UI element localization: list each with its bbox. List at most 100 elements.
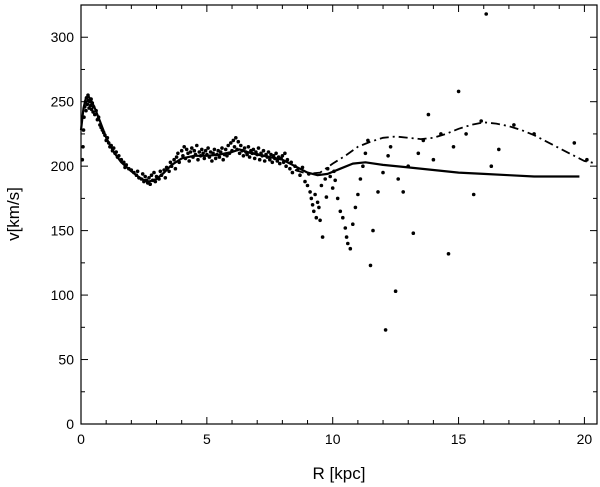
data-point <box>278 161 282 166</box>
data-point <box>85 102 90 107</box>
data-point <box>318 218 322 223</box>
data-point <box>512 123 516 127</box>
x-tick-label: 15 <box>451 431 467 447</box>
data-point <box>266 150 271 154</box>
data-point <box>280 154 285 158</box>
data-point <box>190 146 194 150</box>
data-point <box>210 159 214 163</box>
data-point <box>241 154 246 158</box>
x-axis-label: R [kpc] <box>313 464 366 483</box>
data-point <box>140 172 145 176</box>
plot-frame <box>80 4 598 425</box>
data-point <box>288 166 292 171</box>
data-point <box>163 176 168 180</box>
data-point <box>416 151 421 156</box>
data-point <box>143 174 147 179</box>
data-point <box>197 150 202 154</box>
data-point <box>310 203 315 207</box>
data-point <box>358 177 363 181</box>
data-point <box>383 328 388 332</box>
data-point <box>237 151 242 156</box>
data-point <box>212 147 217 152</box>
data-point <box>315 200 320 205</box>
data-point <box>203 148 208 153</box>
data-point <box>270 160 275 165</box>
data-point <box>497 147 501 152</box>
data-point <box>324 195 329 199</box>
y-tick-label: 150 <box>51 223 75 239</box>
data-point <box>196 157 200 162</box>
data-point <box>393 289 398 294</box>
data-point <box>451 145 456 149</box>
solid-model-curve <box>79 95 580 183</box>
data-point <box>182 145 186 149</box>
data-point <box>298 173 302 177</box>
data-point <box>231 138 236 143</box>
data-point <box>81 128 86 132</box>
data-point <box>426 112 431 117</box>
data-point <box>268 157 272 162</box>
data-point <box>188 150 193 154</box>
data-point <box>246 145 251 149</box>
data-point <box>376 190 380 194</box>
data-point <box>341 215 345 220</box>
data-point <box>411 231 416 235</box>
data-point <box>213 156 218 161</box>
y-tick-label: 250 <box>51 94 75 110</box>
data-point <box>226 143 230 148</box>
data-point <box>348 246 353 251</box>
data-point <box>343 226 348 230</box>
x-tick-label: 10 <box>325 431 341 447</box>
data-point <box>93 112 97 117</box>
data-point <box>456 89 461 94</box>
data-point <box>184 147 189 152</box>
data-point <box>325 166 330 171</box>
data-point <box>206 146 210 150</box>
data-point <box>320 235 325 239</box>
data-point <box>303 179 307 184</box>
data-point <box>431 157 436 162</box>
data-point <box>284 164 288 168</box>
data-point <box>220 146 224 150</box>
x-tick-label: 0 <box>77 431 85 447</box>
data-point <box>172 157 176 162</box>
data-point <box>381 170 385 175</box>
data-point <box>202 156 207 161</box>
data-point <box>396 177 401 181</box>
data-point <box>464 132 468 136</box>
data-point <box>309 196 314 201</box>
data-point <box>368 263 373 268</box>
data-point <box>201 151 205 156</box>
data-point <box>148 182 152 186</box>
data-point <box>344 235 349 239</box>
data-point <box>317 205 321 210</box>
data-point <box>290 170 295 175</box>
data-point <box>366 138 370 143</box>
y-axis-label: v[km/s] <box>4 187 23 241</box>
data-point <box>179 148 184 153</box>
y-tick-label: 0 <box>66 416 74 432</box>
data-point <box>242 146 247 150</box>
model-curves <box>79 95 598 183</box>
data-point <box>351 222 355 226</box>
data-point <box>308 190 312 194</box>
y-tick-label: 300 <box>51 29 75 45</box>
data-point <box>247 155 252 159</box>
data-point <box>275 159 280 163</box>
data-point <box>221 157 225 162</box>
data-point <box>471 192 476 197</box>
data-point <box>81 145 85 149</box>
data-point <box>305 183 310 188</box>
data-point <box>223 147 228 152</box>
data-point <box>401 190 406 194</box>
data-point <box>262 159 267 163</box>
data-point <box>229 141 233 145</box>
data-point <box>274 151 278 156</box>
data-point <box>89 107 94 112</box>
data-point <box>181 154 185 158</box>
data-point <box>158 169 163 174</box>
data-point <box>484 12 489 16</box>
data-point <box>313 192 317 197</box>
